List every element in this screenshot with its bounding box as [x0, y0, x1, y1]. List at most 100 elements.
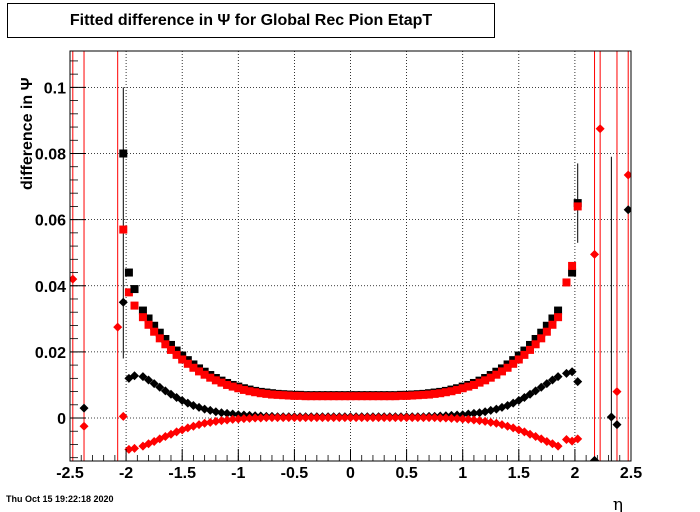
data-point-diamond: [573, 377, 583, 387]
y-tick-label: 0.1: [44, 80, 66, 97]
data-point-diamond: [446, 413, 456, 423]
data-point-square: [166, 345, 175, 354]
data-point-diamond: [130, 371, 140, 381]
x-tick-label: -2: [119, 465, 133, 482]
chart-title-box: Fitted difference in Ψ for Global Rec Pi…: [7, 3, 495, 38]
data-point-square: [329, 392, 338, 401]
data-point-square: [526, 345, 535, 354]
data-point-square: [124, 288, 133, 297]
data-point-square: [178, 355, 187, 364]
x-axis-label: η: [613, 495, 623, 512]
data-point-square: [161, 340, 170, 349]
y-axis-label: difference in Ψ: [19, 77, 36, 190]
data-point-square: [239, 385, 248, 394]
x-tick-label: -2.5: [56, 465, 84, 482]
data-point-diamond: [418, 413, 428, 423]
data-point-diamond: [553, 441, 563, 451]
data-point-square: [217, 378, 226, 387]
data-point-diamond: [301, 413, 311, 423]
x-tick-label: -1.5: [168, 465, 196, 482]
data-point-square: [340, 392, 349, 401]
data-point-square: [408, 391, 417, 400]
data-point-square: [144, 320, 153, 329]
data-point-square: [514, 355, 523, 364]
axes: -2.5 -2 -1.5 -1 -0.5 0 0.5 1 1.5 2 2.5 0 0.02 0.04 0.0…: [35, 60, 642, 482]
data-point-square: [441, 388, 450, 397]
data-point-diamond: [413, 413, 423, 423]
data-point-square: [189, 363, 198, 372]
data-point-square: [357, 392, 366, 401]
data-point-square: [568, 268, 577, 277]
data-point-square: [307, 392, 316, 401]
data-point-square: [161, 334, 170, 343]
data-point-square: [267, 390, 276, 399]
y-tick-label: 0.02: [35, 345, 66, 362]
data-point-square: [436, 389, 445, 398]
data-point-square: [531, 340, 540, 349]
data-point-square: [200, 370, 209, 379]
data-point-square: [346, 392, 355, 401]
data-point-square: [172, 350, 181, 359]
data-point-diamond: [250, 413, 260, 423]
data-point-square: [486, 373, 495, 382]
data-point-square: [425, 390, 434, 399]
data-point-diamond: [362, 413, 372, 423]
data-point-square: [172, 346, 181, 355]
data-point-square: [531, 334, 540, 343]
data-point-diamond: [211, 407, 221, 417]
data-point-square: [363, 392, 372, 401]
data-point-diamond: [407, 413, 417, 423]
data-point-square: [256, 389, 265, 398]
data-point-square: [119, 225, 128, 234]
data-point-square: [124, 268, 133, 277]
data-point-square: [150, 321, 159, 330]
data-point-diamond: [475, 408, 485, 418]
data-point-diamond: [295, 413, 305, 423]
data-point-square: [548, 314, 557, 323]
y-tick-label: 0.08: [35, 147, 66, 164]
y-tick-label: 0.04: [35, 279, 66, 296]
data-point-square: [464, 382, 473, 391]
y-tick-label: 0: [57, 411, 66, 428]
data-point-diamond: [278, 413, 288, 423]
data-point-diamond: [486, 417, 496, 427]
data-point-diamond: [590, 455, 600, 461]
x-tick-label: 2.5: [620, 465, 642, 482]
data-point-diamond: [267, 413, 277, 423]
data-point-diamond: [612, 387, 622, 397]
data-point-diamond: [612, 420, 622, 430]
x-tick-label: -1: [231, 465, 245, 482]
data-point-diamond: [623, 205, 631, 215]
data-point-diamond: [357, 413, 367, 423]
data-point-square: [419, 390, 428, 399]
data-point-square: [374, 392, 383, 401]
data-point-square: [138, 306, 147, 315]
data-point-square: [537, 334, 546, 343]
data-point-square: [413, 391, 422, 400]
x-tick-label: -0.5: [281, 465, 309, 482]
data-point-square: [223, 380, 232, 389]
data-point-square: [385, 392, 394, 401]
data-point-square: [301, 392, 310, 401]
x-tick-label: 1.5: [508, 465, 530, 482]
data-point-diamond: [463, 409, 473, 419]
data-point-square: [453, 385, 462, 394]
data-point-diamond: [239, 414, 249, 424]
data-point-diamond: [458, 414, 468, 424]
data-point-diamond: [233, 414, 243, 424]
data-point-diamond: [205, 417, 215, 427]
data-point-diamond: [536, 382, 546, 392]
data-point-square: [509, 359, 518, 368]
data-point-diamond: [113, 322, 123, 332]
data-point-diamond: [441, 413, 451, 423]
data-point-square: [206, 373, 215, 382]
data-point-square: [380, 392, 389, 401]
data-point-diamond: [79, 403, 89, 413]
data-point-square: [542, 321, 551, 330]
data-point-square: [554, 313, 563, 322]
x-tick-label: 1: [458, 465, 467, 482]
data-point-diamond: [542, 379, 552, 389]
data-point-square: [568, 261, 577, 270]
data-point-diamond: [155, 382, 165, 392]
data-point-square: [520, 350, 529, 359]
